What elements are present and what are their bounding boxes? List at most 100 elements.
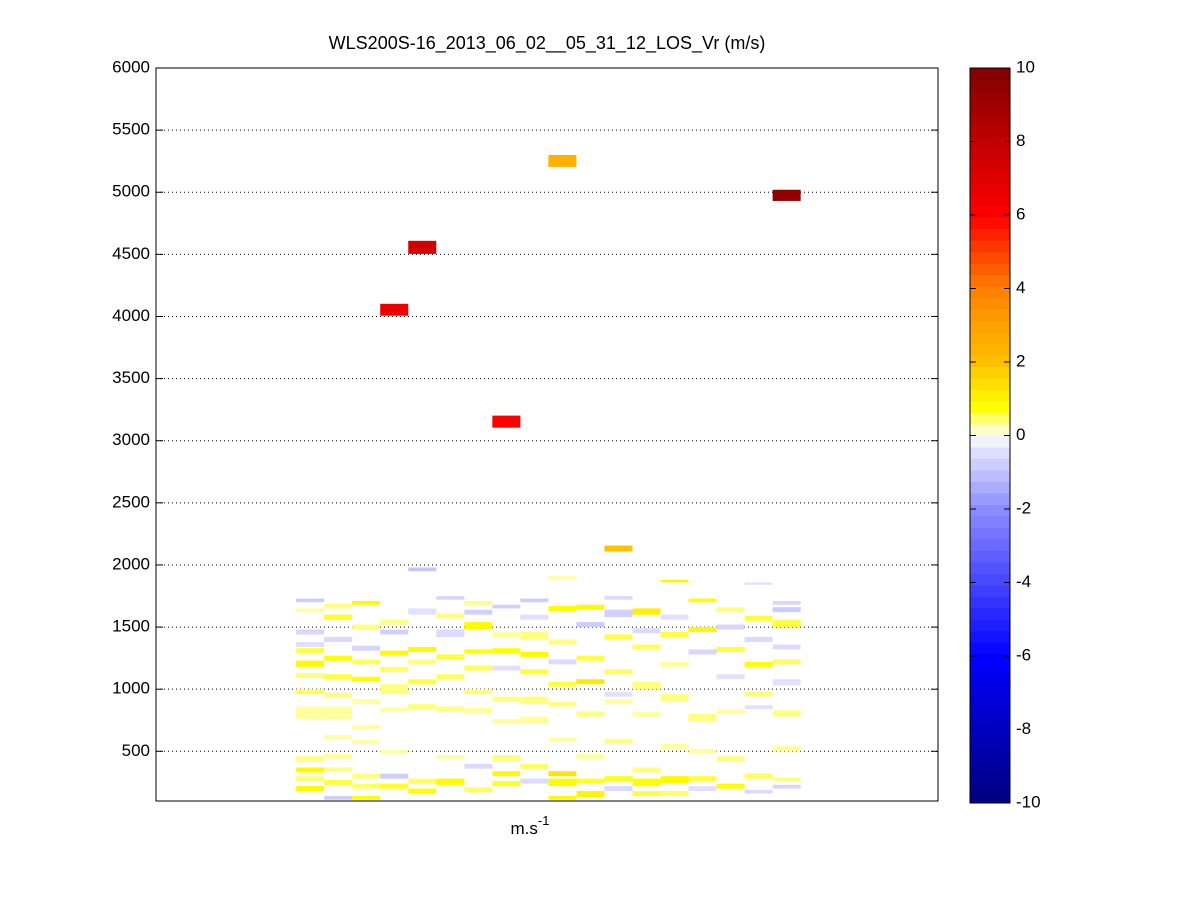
- colorbar-band: [970, 550, 1010, 563]
- colorbar-band: [970, 665, 1010, 678]
- cell: [744, 773, 773, 779]
- cell: [772, 679, 801, 686]
- cell: [324, 603, 353, 609]
- cell: [772, 784, 801, 789]
- colorbar-band: [970, 102, 1010, 115]
- colorbar-band: [970, 573, 1010, 586]
- y-tick-label: 1500: [112, 617, 150, 636]
- colorbar-band: [970, 90, 1010, 103]
- cell: [464, 787, 493, 793]
- x-label-sup: -1: [538, 813, 550, 828]
- cell: [464, 609, 493, 615]
- cell: [632, 767, 661, 773]
- cell: [324, 674, 353, 680]
- cell: [632, 608, 661, 615]
- cell: [520, 598, 549, 603]
- cell: [660, 579, 689, 583]
- cell: [352, 773, 381, 779]
- cell: [632, 681, 661, 690]
- cell: [744, 637, 773, 642]
- cell: [380, 707, 409, 712]
- cell: [604, 634, 633, 640]
- colorbar-band: [970, 561, 1010, 574]
- colorbar-band: [970, 182, 1010, 195]
- colorbar-band: [970, 538, 1010, 551]
- cell: [352, 699, 381, 705]
- cell: [660, 661, 689, 667]
- cell: [492, 604, 521, 609]
- colorbar-band: [970, 722, 1010, 735]
- colorbar-band: [970, 125, 1010, 138]
- cell: [716, 674, 745, 680]
- cell: [688, 776, 717, 782]
- cell: [408, 778, 437, 784]
- cell: [408, 646, 437, 652]
- colorbar-band: [970, 194, 1010, 207]
- cell: [772, 189, 801, 201]
- cell: [548, 771, 577, 777]
- cell: [772, 607, 801, 613]
- colorbar-band: [970, 780, 1010, 793]
- cell: [548, 778, 577, 787]
- cell: [576, 655, 605, 661]
- cell: [436, 629, 465, 638]
- cell: [688, 786, 717, 792]
- cell: [380, 303, 409, 316]
- cell: [380, 684, 409, 695]
- cell: [520, 696, 549, 705]
- y-tick-label: 500: [122, 741, 150, 760]
- cell: [492, 719, 521, 724]
- cell: [464, 600, 493, 605]
- cell: [520, 632, 549, 640]
- colorbar-tick-label: -8: [1016, 719, 1031, 738]
- cell: [436, 613, 465, 619]
- cell: [296, 786, 325, 792]
- cell: [324, 767, 353, 772]
- cell: [772, 600, 801, 605]
- chart-title: WLS200S-16_2013_06_02__05_31_12_LOS_Vr (…: [329, 33, 766, 54]
- colorbar-band: [970, 251, 1010, 264]
- colorbar-band: [970, 113, 1010, 126]
- cell: [576, 679, 605, 685]
- cell: [408, 608, 437, 615]
- cell: [352, 796, 381, 800]
- y-tick-label: 2000: [112, 554, 150, 573]
- cell: [604, 776, 633, 782]
- colorbar-band: [970, 711, 1010, 724]
- colorbar-band: [970, 492, 1010, 505]
- cell: [492, 781, 521, 787]
- colorbar-band: [970, 320, 1010, 333]
- cell: [716, 646, 745, 652]
- cell: [380, 750, 409, 754]
- y-tick-label: 4000: [112, 306, 150, 325]
- cell: [352, 676, 381, 682]
- cell: [660, 791, 689, 797]
- cell: [408, 567, 437, 572]
- cell: [408, 240, 437, 254]
- x-label-text: m.s: [511, 819, 538, 838]
- cell: [716, 756, 745, 762]
- colorbar-tick-label: 6: [1016, 204, 1025, 223]
- cell: [604, 738, 633, 744]
- cell: [576, 622, 605, 628]
- colorbar-band: [970, 424, 1010, 436]
- y-tick-label: 1000: [112, 679, 150, 698]
- cell: [492, 665, 521, 671]
- cell: [604, 609, 633, 618]
- cell: [464, 649, 493, 654]
- cell: [352, 725, 381, 729]
- cell: [772, 659, 801, 665]
- colorbar-band: [970, 619, 1010, 632]
- cell: [576, 778, 605, 784]
- cell: [408, 679, 437, 685]
- colorbar-band: [970, 676, 1010, 689]
- cell: [772, 644, 801, 650]
- colorbar-tick-label: 10: [1016, 57, 1035, 76]
- cell: [324, 706, 353, 720]
- y-tick-label: 3000: [112, 430, 150, 449]
- cell: [352, 645, 381, 651]
- cell: [380, 666, 409, 672]
- cell: [744, 615, 773, 621]
- cell: [548, 659, 577, 665]
- y-tick-label: 6000: [112, 57, 150, 76]
